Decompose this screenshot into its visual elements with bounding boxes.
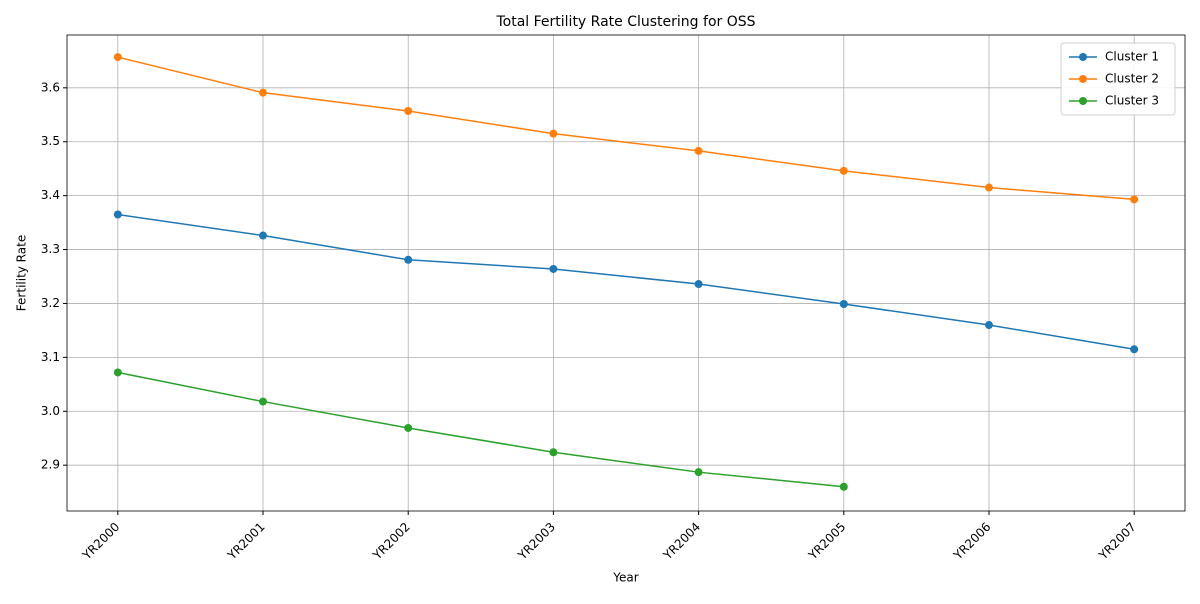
point — [404, 255, 413, 264]
point — [549, 448, 558, 457]
legend-label: Cluster 2 — [1105, 72, 1159, 86]
y-tick-label: 3.3 — [41, 242, 60, 256]
y-tick-label: 3.0 — [41, 404, 60, 418]
point — [259, 88, 268, 97]
point — [984, 321, 993, 330]
point — [259, 231, 268, 240]
point — [549, 264, 558, 273]
point — [404, 107, 413, 116]
point — [694, 146, 703, 155]
legend-frame — [1060, 42, 1176, 116]
point — [549, 129, 558, 138]
y-axis-label: Fertility Rate — [15, 235, 29, 311]
series-line — [117, 371, 844, 488]
point — [839, 166, 848, 175]
legend-marker — [1079, 97, 1087, 105]
legend-marker — [1079, 53, 1087, 61]
point — [839, 299, 848, 308]
y-tick-label: 3.5 — [41, 134, 60, 148]
y-tick-label: 3.6 — [41, 80, 60, 94]
series-line — [117, 56, 1135, 201]
legend-label: Cluster 3 — [1105, 94, 1159, 108]
point — [113, 368, 122, 377]
x-axis-label: Year — [612, 571, 638, 585]
y-tick-label: 2.9 — [41, 458, 60, 472]
chart-title: Total Fertility Rate Clustering for OSS — [495, 14, 755, 30]
series-line — [117, 213, 1135, 351]
point — [694, 468, 703, 477]
point — [113, 53, 122, 62]
point — [694, 280, 703, 289]
point — [1130, 195, 1139, 204]
y-tick-label: 3.4 — [41, 188, 60, 202]
point — [259, 397, 268, 406]
point — [113, 210, 122, 219]
plot-frame — [66, 34, 1186, 512]
y-tick-label: 3.2 — [41, 296, 60, 310]
legend-label: Cluster 1 — [1105, 50, 1159, 64]
y-tick-label: 3.1 — [41, 350, 60, 364]
point — [404, 423, 413, 432]
point — [839, 482, 848, 491]
legend-marker — [1079, 75, 1087, 83]
point — [1130, 345, 1139, 354]
point — [984, 183, 993, 192]
